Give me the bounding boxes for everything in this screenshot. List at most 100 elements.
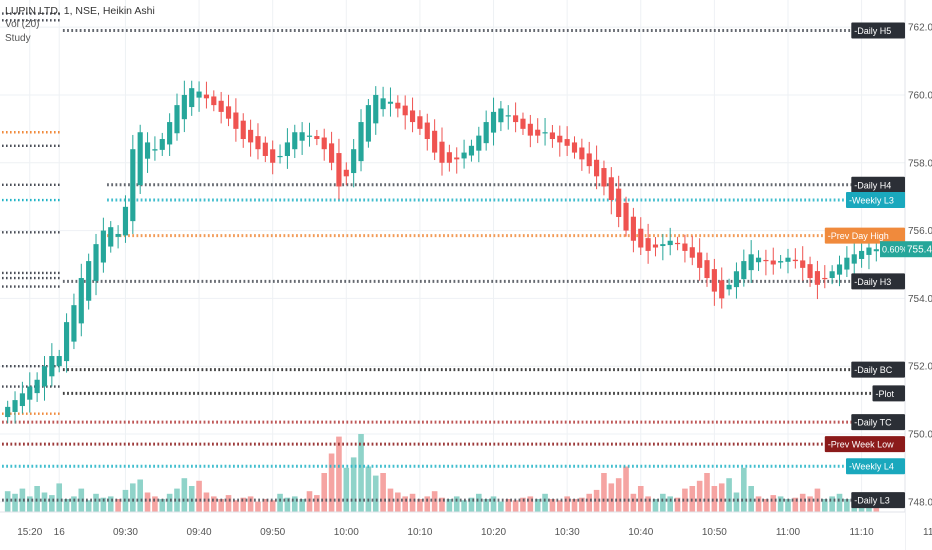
price-tick-label: 752.00: [908, 362, 932, 373]
volume-bar: [571, 499, 578, 512]
volume-bar: [770, 495, 777, 512]
candle-body: [866, 247, 872, 255]
candle-body: [829, 271, 835, 278]
volume-bar: [174, 488, 180, 512]
candle-body: [5, 406, 11, 418]
time-axis[interactable]: [0, 512, 905, 550]
candle-body: [763, 259, 769, 262]
candle-body: [461, 152, 467, 159]
time-tick-label: 09:50: [260, 527, 285, 538]
volume-bar: [542, 493, 548, 512]
candle-body: [468, 145, 475, 156]
candle-body: [181, 94, 187, 120]
price-axis[interactable]: [905, 0, 932, 550]
volume-bar: [314, 495, 320, 512]
volume-indicator-label[interactable]: Vol (20): [5, 19, 40, 30]
volume-bar: [660, 493, 666, 512]
volume-bar: [630, 493, 637, 512]
volume-bar: [807, 496, 813, 512]
candle-body: [49, 356, 55, 377]
level-badge[interactable]: [851, 492, 905, 509]
level-badge[interactable]: [824, 436, 905, 453]
candle-body: [542, 132, 548, 134]
candle-body: [741, 261, 747, 280]
candle-body: [174, 105, 180, 134]
change-percent-label: 0.60%: [882, 245, 908, 255]
time-tick-label: 10:00: [334, 527, 359, 538]
time-tick-label: 11:20: [923, 527, 932, 538]
volume-bar: [240, 497, 247, 512]
volume-bar: [233, 500, 239, 512]
level-badge[interactable]: [824, 227, 905, 244]
candle-body: [697, 252, 703, 268]
candle-body: [770, 260, 776, 265]
candle-body: [409, 110, 416, 123]
volume-bar: [439, 497, 445, 512]
candle-body: [262, 142, 268, 156]
study-indicator-label[interactable]: Study: [5, 33, 31, 44]
candle-body: [329, 143, 335, 163]
candle-body: [630, 216, 636, 241]
volume-bar: [395, 492, 401, 512]
volume-bar: [453, 496, 460, 512]
level-badge[interactable]: [851, 414, 905, 431]
volume-bar: [461, 500, 467, 512]
candle-body: [527, 123, 533, 136]
level-badge[interactable]: [846, 458, 905, 475]
candle-body: [483, 122, 489, 144]
candle-body: [579, 147, 585, 160]
level-badge[interactable]: [851, 361, 905, 378]
volume-bar: [601, 473, 607, 512]
candle-body: [336, 153, 342, 187]
candle-body: [78, 278, 84, 324]
level-badge[interactable]: [851, 22, 905, 39]
candle-body: [800, 260, 806, 268]
volume-bar: [652, 499, 659, 512]
price-tick-label: 762.00: [908, 23, 932, 34]
candle-body: [19, 393, 25, 407]
candle-body: [792, 259, 798, 262]
time-tick-label: 10:30: [555, 527, 580, 538]
volume-bar: [85, 500, 92, 512]
volume-bar: [41, 492, 48, 512]
volume-bar: [196, 480, 202, 512]
level-badge-label: -Prev Week Low: [828, 440, 894, 450]
volume-bar: [12, 493, 18, 512]
volume-bar: [763, 499, 769, 512]
level-badge[interactable]: [851, 273, 905, 290]
candle-body: [255, 136, 261, 150]
level-badge[interactable]: [846, 192, 905, 209]
volume-bar: [247, 496, 254, 512]
level-badge[interactable]: [851, 176, 905, 193]
level-badge-label: -Daily TC: [854, 418, 892, 428]
candle-body: [535, 129, 541, 136]
volume-bar: [505, 499, 512, 512]
candle-body: [144, 142, 151, 159]
volume-bar: [696, 480, 703, 512]
volume-bar: [608, 483, 615, 512]
volume-bar: [26, 496, 33, 512]
volume-bar: [615, 478, 622, 512]
volume-bar: [468, 497, 475, 512]
level-badge-label: -Daily L3: [854, 496, 890, 506]
level-badge[interactable]: [872, 385, 906, 402]
volume-bar: [63, 499, 70, 512]
volume-bar: [512, 500, 519, 512]
volume-bar: [225, 495, 232, 512]
symbol-title[interactable]: LUPIN LTD, 1, NSE, Heikin Ashi: [5, 5, 155, 17]
volume-bar: [556, 500, 563, 512]
volume-bar: [777, 496, 784, 512]
candle-body: [844, 257, 850, 270]
volume-bar: [262, 499, 269, 512]
candle-body: [476, 135, 482, 151]
volume-bar: [181, 478, 188, 512]
candle-body: [351, 149, 357, 174]
volume-bar: [549, 499, 556, 512]
level-badge-label: -Weekly L4: [849, 462, 894, 472]
volume-bar: [844, 499, 850, 512]
chart-legend: LUPIN LTD, 1, NSE, Heikin Ashi Vol (20) …: [5, 4, 155, 46]
candle-body: [454, 157, 460, 160]
volume-bar: [255, 501, 261, 512]
